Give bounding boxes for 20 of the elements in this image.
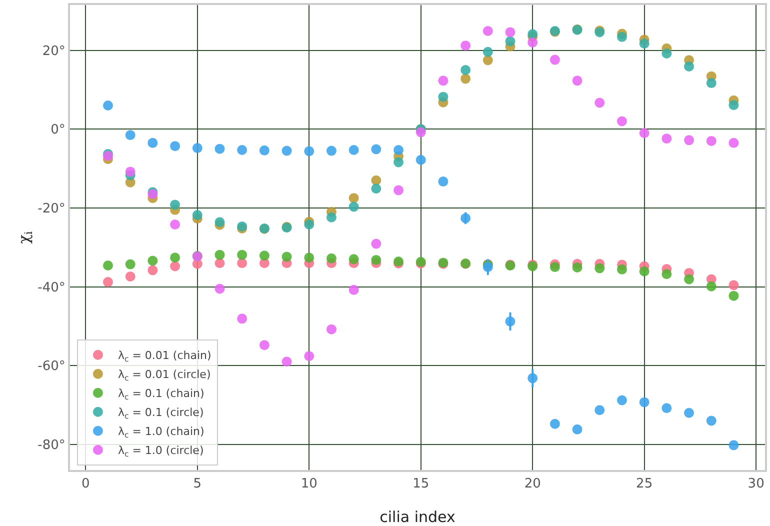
y-tick-label: -80° (38, 438, 66, 453)
y-tick-label: 0° (50, 122, 66, 138)
legend-label: λ$_{c}$ = 1.0 (circle) (118, 444, 204, 458)
y-tick-label: -40° (38, 280, 66, 296)
legend-label: λ$_{c}$ = 0.1 (chain) (118, 387, 204, 402)
x-tick-label: 5 (193, 476, 202, 492)
legend-label: λ$_{c}$ = 1.0 (chain) (118, 425, 204, 440)
y-tick-label: -20° (38, 201, 66, 216)
x-tick-label: 30 (748, 476, 764, 492)
y-tick-label: -60° (38, 359, 66, 374)
x-tick-label: 25 (636, 476, 653, 492)
y-tick-label: 20° (42, 44, 66, 59)
x-axis-title: cilia index (380, 508, 456, 526)
legend-label: λ$_{c}$ = 0.1 (circle) (118, 406, 204, 420)
x-tick-label: 15 (412, 476, 430, 492)
legend-label: λ$_{c}$ = 0.01 (chain) (118, 349, 212, 364)
x-tick-label: 20 (524, 476, 541, 492)
x-tick-label: 10 (300, 476, 318, 492)
x-tick-label: 0 (82, 476, 90, 492)
legend-label: λ$_{c}$ = 0.01 (circle) (118, 368, 211, 382)
